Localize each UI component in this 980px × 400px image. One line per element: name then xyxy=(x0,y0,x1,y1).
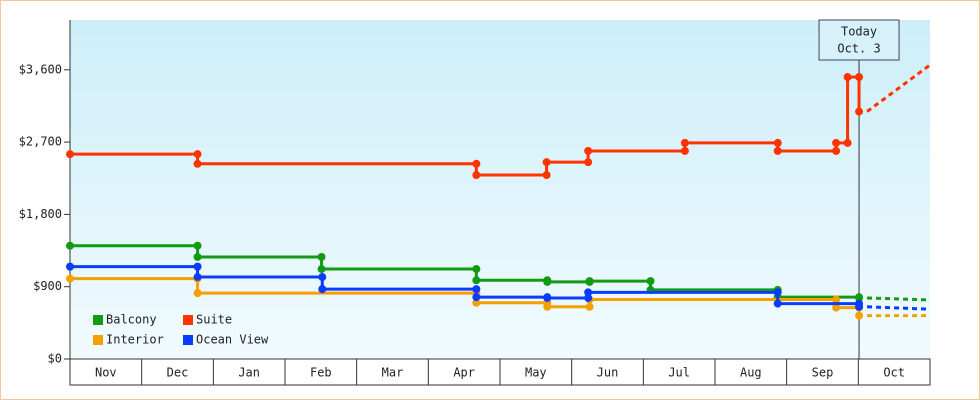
y-tick-label: $3,600 xyxy=(19,62,62,76)
point xyxy=(193,150,202,159)
x-tick-label: Feb xyxy=(310,366,332,380)
point xyxy=(472,265,481,274)
point xyxy=(773,138,782,147)
point xyxy=(66,262,74,271)
plot-area xyxy=(70,20,930,359)
point xyxy=(472,293,481,302)
point xyxy=(584,146,593,155)
y-tick-label: $1,800 xyxy=(19,207,62,221)
point xyxy=(855,73,864,82)
forecast-line xyxy=(867,296,931,302)
point xyxy=(193,273,202,282)
forecast-line xyxy=(866,63,931,113)
x-tick-label: Aug xyxy=(740,366,762,380)
x-tick-label: Mar xyxy=(382,366,404,380)
x-tick-label: Oct xyxy=(883,366,905,380)
forecast-line xyxy=(866,305,931,311)
x-tick-label: Nov xyxy=(95,366,117,380)
point xyxy=(543,293,552,302)
point xyxy=(773,288,782,297)
point xyxy=(585,277,594,286)
point xyxy=(542,171,551,180)
point xyxy=(855,107,864,116)
today-box xyxy=(818,19,900,61)
legend-swatch xyxy=(183,315,193,325)
point xyxy=(832,138,841,147)
point xyxy=(472,171,481,180)
point xyxy=(832,303,841,312)
point xyxy=(542,158,551,167)
x-tick-label: Dec xyxy=(167,366,189,380)
legend-swatch xyxy=(93,335,103,345)
point xyxy=(584,293,593,302)
point xyxy=(543,277,552,286)
point xyxy=(66,150,74,159)
point xyxy=(193,252,202,261)
point xyxy=(193,289,202,298)
x-tick-label: Apr xyxy=(453,366,475,380)
point xyxy=(680,138,689,147)
x-tick-label: Jul xyxy=(668,366,690,380)
legend-swatch xyxy=(183,335,193,345)
point xyxy=(585,302,594,311)
y-tick-label: $900 xyxy=(33,279,62,293)
point xyxy=(773,299,782,308)
x-tick-label: Jun xyxy=(597,366,619,380)
x-tick-label: Jan xyxy=(238,366,260,380)
point xyxy=(472,285,481,294)
legend-swatch xyxy=(93,315,103,325)
point xyxy=(773,146,782,155)
point xyxy=(832,146,841,155)
point xyxy=(317,265,326,274)
point xyxy=(193,159,202,168)
legend-label: Ocean View xyxy=(196,333,269,347)
x-tick-label: Sep xyxy=(812,366,834,380)
point xyxy=(543,302,552,311)
legend-label: Suite xyxy=(196,313,232,327)
point xyxy=(855,302,864,311)
point xyxy=(584,288,593,297)
today-label: Today xyxy=(841,25,877,39)
point xyxy=(193,241,202,250)
today-label: Oct. 3 xyxy=(837,42,880,56)
point xyxy=(646,277,655,286)
point xyxy=(472,276,481,285)
point xyxy=(193,262,202,271)
y-tick-label: $0 xyxy=(48,352,62,366)
point xyxy=(472,298,481,307)
point xyxy=(855,311,864,320)
point xyxy=(472,159,481,168)
point xyxy=(855,293,864,302)
point xyxy=(832,295,841,304)
legend-label: Interior xyxy=(106,333,164,347)
legend-label: Balcony xyxy=(106,313,157,327)
point xyxy=(318,285,327,294)
point xyxy=(843,73,852,82)
x-tick-label: May xyxy=(525,366,547,380)
point xyxy=(843,138,852,147)
point xyxy=(66,241,74,250)
point xyxy=(318,273,327,282)
y-tick-label: $2,700 xyxy=(19,135,62,149)
point xyxy=(680,146,689,155)
point xyxy=(66,274,74,283)
point xyxy=(584,158,593,167)
point xyxy=(317,252,326,261)
